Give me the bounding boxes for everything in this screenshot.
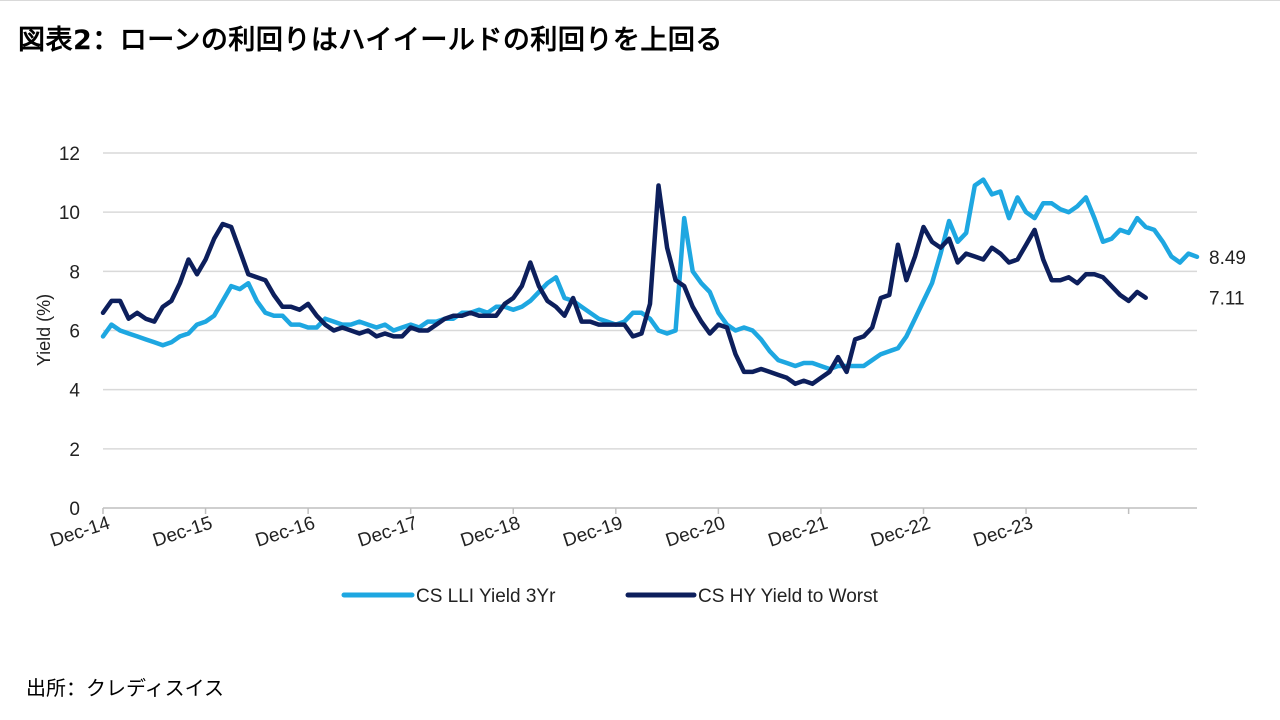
x-tick-label: Dec-16 [253,513,318,552]
page-title: 図表2：ローンの利回りはハイイールドの利回りを上回る [18,25,723,56]
y-axis-label: Yield (%) [34,294,54,366]
legend-label-hy: CS HY Yield to Worst [698,586,879,607]
x-tick-label: Dec-20 [663,513,728,552]
top-border [0,0,1280,1]
y-tick-label: 4 [69,381,80,402]
x-tick-label: Dec-17 [355,513,420,552]
x-axis: Dec-14 Dec-15 Dec-16 Dec-17 Dec-18 Dec-19 Dec-… [48,507,1197,552]
x-tick-label: Dec-14 [48,513,113,552]
legend: CS LLI Yield 3Yr CS HY Yield to Worst [341,586,879,607]
y-tick-label: 0 [69,499,80,520]
y-tick-label: 8 [69,262,80,283]
x-tick-label: Dec-22 [868,513,933,552]
end-labels: 8.49 7.11 [1209,248,1246,310]
x-tick-label: Dec-18 [458,513,523,552]
y-axis-ticks: 0 2 4 6 8 10 12 [59,144,81,520]
x-tick-label: Dec-15 [150,513,215,552]
series-line-lli [100,177,1200,372]
end-label-hy: 7.11 [1209,289,1245,310]
x-tick-label: Dec-19 [561,513,626,552]
end-label-lli: 8.49 [1209,248,1246,269]
y-tick-label: 6 [69,322,80,343]
series-lines [100,177,1200,387]
series-line-hy [100,183,1148,387]
y-tick-label: 10 [59,203,80,224]
y-tick-label: 12 [59,144,80,165]
legend-label-lli: CS LLI Yield 3Yr [416,586,556,607]
source-note: 出所：クレディスイス [26,676,224,700]
y-tick-label: 2 [69,440,80,461]
x-tick-label: Dec-23 [971,513,1036,552]
gridlines [103,152,1197,450]
x-tick-label: Dec-21 [766,513,831,552]
